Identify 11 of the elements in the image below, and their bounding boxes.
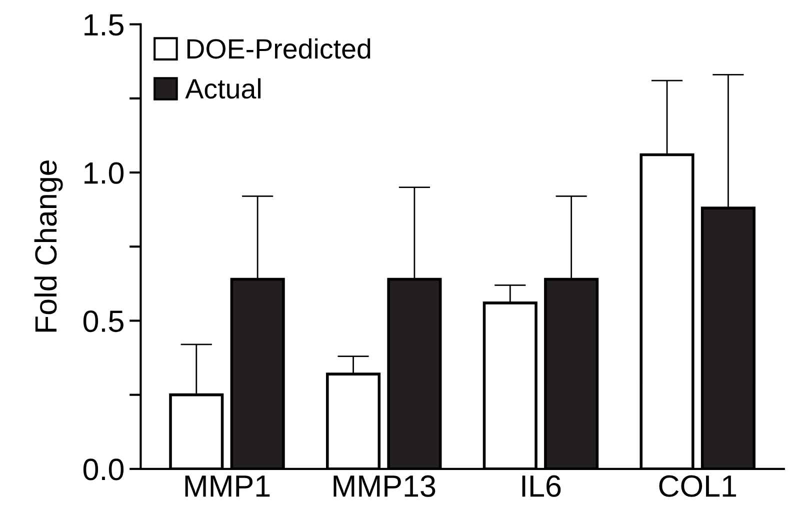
x-tick-label: MMP1	[185, 476, 270, 497]
y-axis-title: Fold Change	[34, 160, 63, 332]
legend-label: Actual	[185, 78, 260, 99]
y-tick-label: 1.0	[84, 162, 124, 184]
x-tick-label: COL1	[659, 475, 736, 497]
legend-label: DOE-Predicted	[187, 38, 370, 59]
x-tick-label: IL6	[522, 475, 561, 497]
x-tick-label: MMP13	[334, 475, 436, 497]
y-tick-label: 0.5	[83, 310, 124, 332]
y-tick-label: 1.5	[84, 14, 124, 36]
y-tick-label: 0.0	[83, 458, 124, 480]
